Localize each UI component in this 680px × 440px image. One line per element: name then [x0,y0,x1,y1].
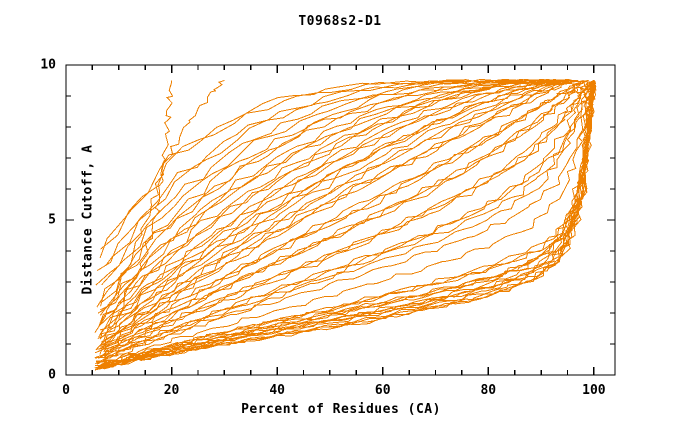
data-curve [95,80,597,369]
data-curve [100,79,536,307]
data-curves-layer [94,78,597,371]
data-curve [96,80,595,369]
data-curve [96,79,542,308]
data-curve [104,80,595,361]
axis-frame-layer [65,64,616,376]
chart-title: T0968s2-D1 [298,14,382,29]
data-curve [99,79,573,336]
data-curve [96,80,597,365]
data-curve [94,80,584,359]
data-curve [98,80,584,357]
x-tick-label: 20 [163,383,180,398]
x-tick-label: 40 [269,383,285,398]
data-curve [100,80,478,250]
data-curve [100,80,552,304]
data-curve [103,80,589,353]
data-curve [102,80,579,346]
y-tick-label: 5 [48,212,56,228]
x-tick-label: 0 [62,383,70,398]
data-curve [97,78,521,271]
x-tick-label: 100 [582,383,606,398]
data-curve [104,80,595,370]
data-curve [95,80,574,351]
data-curve [96,80,595,370]
data-curve [96,80,595,363]
data-curve [95,80,596,371]
data-curve [97,79,563,314]
data-curve [103,80,174,342]
y-tick-label: 0 [48,367,56,383]
data-curve [105,80,596,362]
data-curve [99,80,584,355]
data-curve [97,80,563,339]
x-tick-label: 60 [374,383,391,398]
y-tick-label: 10 [40,57,56,73]
data-curve [104,80,595,366]
data-curve [98,79,568,338]
data-curve [100,80,579,350]
x-tick-label: 80 [480,383,497,398]
data-curve [104,80,596,368]
data-curve [95,80,595,365]
data-curve [94,80,590,359]
data-curve [94,80,225,333]
data-curve [94,80,585,354]
data-curve [98,80,552,327]
x-axis-label: Percent of Residues (CA) [241,402,441,417]
data-curve [99,80,457,259]
